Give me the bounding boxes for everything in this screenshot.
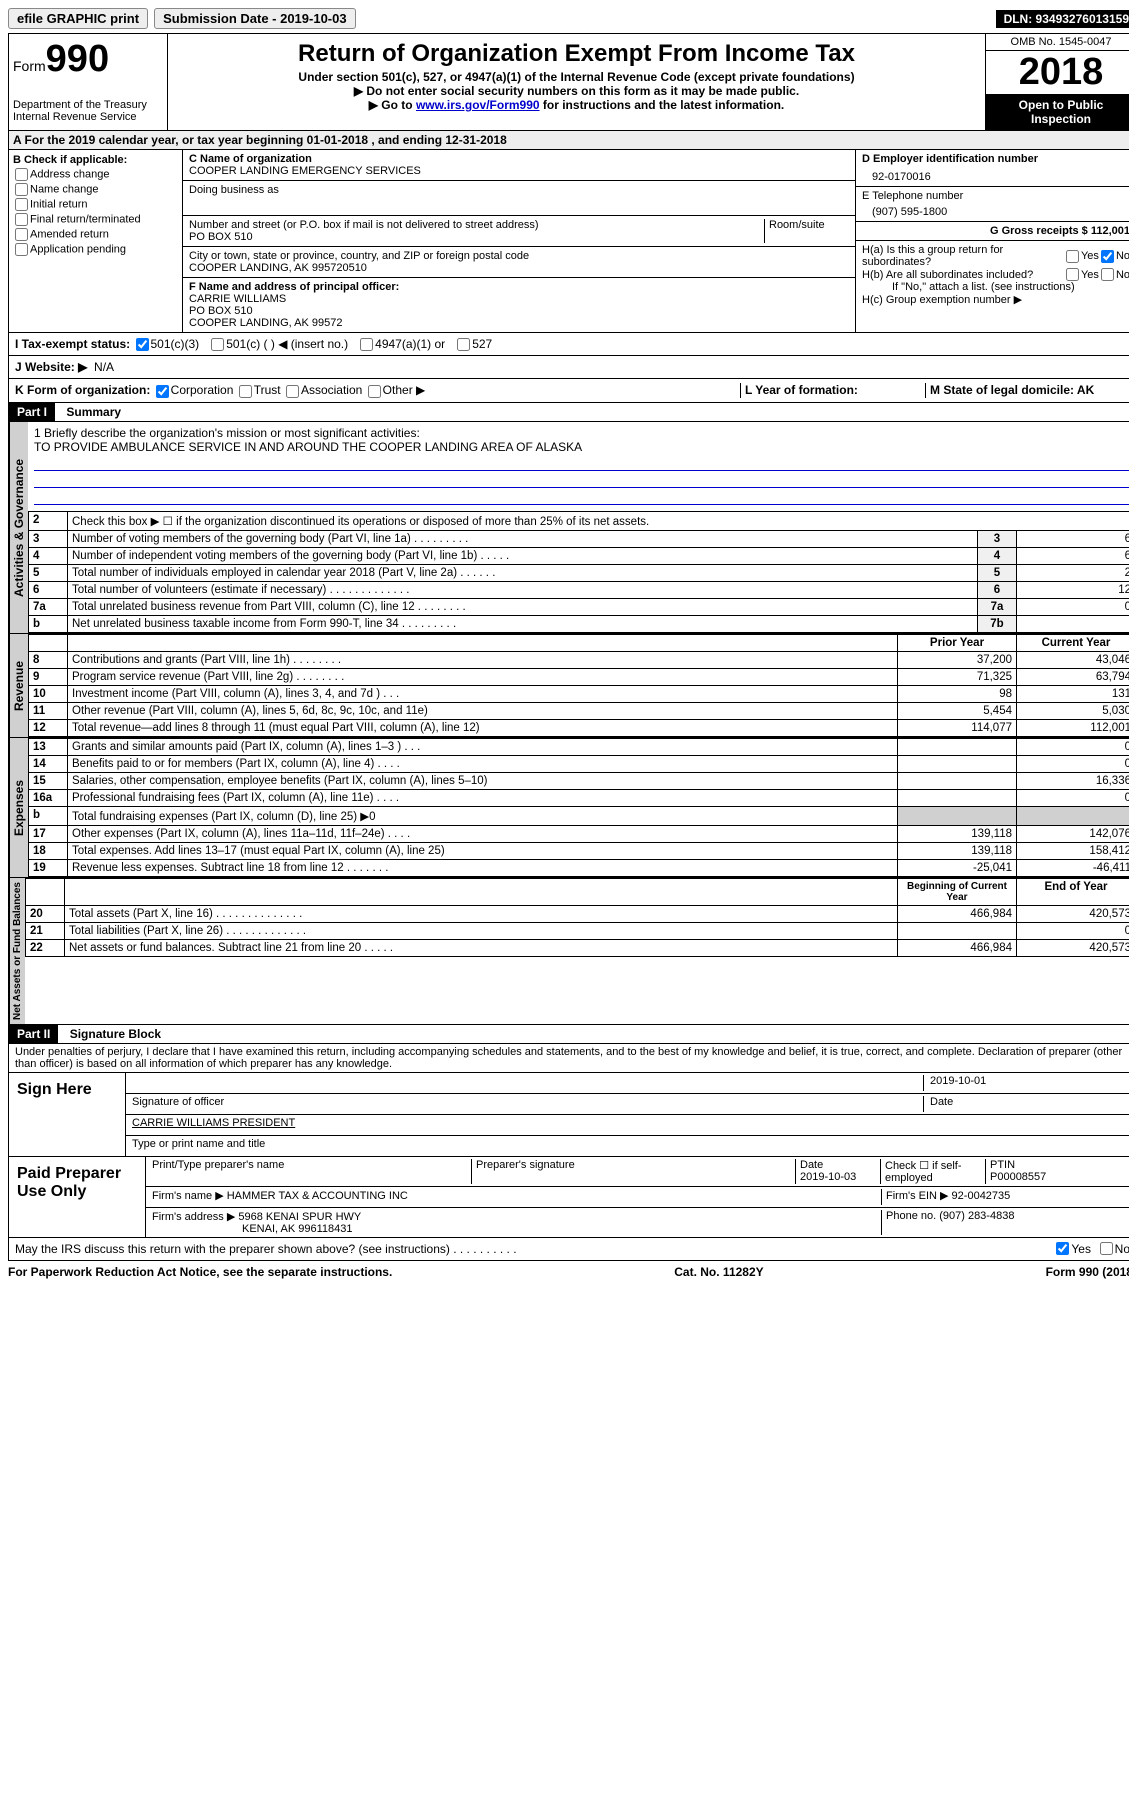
f-label: F Name and address of principal officer:	[189, 281, 849, 293]
officer-name: CARRIE WILLIAMS PRESIDENT	[126, 1115, 1129, 1136]
title: Return of Organization Exempt From Incom…	[176, 40, 977, 68]
pp-h1: Print/Type preparer's name	[152, 1159, 472, 1184]
hb: H(b) Are all subordinates included?	[862, 269, 1064, 281]
discuss: May the IRS discuss this return with the…	[15, 1242, 1054, 1256]
f-addr2: COOPER LANDING, AK 99572	[189, 317, 849, 329]
perjury: Under penalties of perjury, I declare th…	[8, 1044, 1129, 1073]
tax-status: I Tax-exempt status: 501(c)(3) 501(c) ( …	[8, 333, 1129, 356]
note1: ▶ Do not enter social security numbers o…	[176, 84, 977, 98]
section-exp: Expenses	[9, 738, 28, 877]
top-bar: efile GRAPHIC print Submission Date - 20…	[8, 8, 1129, 29]
cb-pending[interactable]	[15, 243, 28, 256]
mission-text: TO PROVIDE AMBULANCE SERVICE IN AND AROU…	[34, 440, 1129, 454]
sig-of: Signature of officer	[132, 1096, 923, 1112]
cb-4947[interactable]	[360, 338, 373, 351]
discuss-no[interactable]	[1100, 1242, 1113, 1255]
entity-info: B Check if applicable: Address change Na…	[8, 150, 1129, 333]
net-table: Beginning of Current YearEnd of Year20To…	[25, 878, 1129, 957]
firm-name: Firm's name ▶ HAMMER TAX & ACCOUNTING IN…	[152, 1189, 882, 1205]
omb: OMB No. 1545-0047	[986, 34, 1129, 51]
part1-title: Summary	[58, 405, 121, 419]
paid-label: Paid Preparer Use Only	[9, 1157, 145, 1237]
cb-address[interactable]	[15, 168, 28, 181]
cb-corp[interactable]	[156, 385, 169, 398]
dept: Department of the Treasury	[13, 99, 163, 111]
form-label: Form	[13, 58, 46, 74]
part2-title: Signature Block	[62, 1027, 161, 1041]
cb-initial[interactable]	[15, 198, 28, 211]
firm-phone: Phone no. (907) 283-4838	[882, 1210, 1129, 1235]
footer-left: For Paperwork Reduction Act Notice, see …	[8, 1265, 392, 1279]
mission-label: 1 Briefly describe the organization's mi…	[34, 426, 1129, 440]
footer-mid: Cat. No. 11282Y	[674, 1265, 763, 1279]
section-rev: Revenue	[9, 634, 28, 737]
form990-link[interactable]: www.irs.gov/Form990	[416, 98, 540, 112]
type-lbl: Type or print name and title	[126, 1136, 1129, 1156]
gross-receipts: G Gross receipts $ 112,001	[856, 222, 1129, 241]
cb-assoc[interactable]	[286, 385, 299, 398]
cb-name[interactable]	[15, 183, 28, 196]
ha-no[interactable]	[1101, 250, 1114, 263]
open-public: Open to Public Inspection	[986, 94, 1129, 130]
gov-table: 2Check this box ▶ ☐ if the organization …	[28, 511, 1129, 633]
section-gov: Activities & Governance	[9, 422, 28, 633]
e-label: E Telephone number	[862, 190, 1129, 202]
city-label: City or town, state or province, country…	[189, 250, 849, 262]
discuss-yes[interactable]	[1056, 1242, 1069, 1255]
ein: 92-0170016	[862, 165, 1129, 183]
note2b: for instructions and the latest informat…	[540, 98, 785, 112]
website-row: J Website: ▶ N/A	[8, 356, 1129, 379]
form-header: Form990 Department of the Treasury Inter…	[8, 33, 1129, 131]
cb-501c3[interactable]	[136, 338, 149, 351]
ha: H(a) Is this a group return for subordin…	[862, 244, 1064, 268]
street: PO BOX 510	[189, 231, 764, 243]
hb-yes[interactable]	[1066, 268, 1079, 281]
d-label: D Employer identification number	[862, 153, 1129, 165]
note2a: ▶ Go to	[369, 98, 416, 112]
cb-final[interactable]	[15, 213, 28, 226]
dba: Doing business as	[183, 181, 855, 216]
rev-table: Prior YearCurrent Year8Contributions and…	[28, 634, 1129, 737]
submission-btn[interactable]: Submission Date - 2019-10-03	[154, 8, 356, 29]
org-name: COOPER LANDING EMERGENCY SERVICES	[189, 165, 849, 177]
hb-note: If "No," attach a list. (see instruction…	[862, 281, 1129, 293]
part1-label: Part I	[9, 403, 55, 421]
efile-btn[interactable]: efile GRAPHIC print	[8, 8, 148, 29]
sign-date: 2019-10-01	[923, 1075, 1129, 1091]
subtitle: Under section 501(c), 527, or 4947(a)(1)…	[176, 70, 977, 84]
footer-right: Form 990 (2018)	[1046, 1265, 1129, 1279]
form-number: 990	[46, 38, 109, 80]
firm-ein: Firm's EIN ▶ 92-0042735	[882, 1189, 1129, 1205]
pp-h2: Preparer's signature	[472, 1159, 796, 1184]
pp-h4: Check ☐ if self-employed	[881, 1159, 986, 1184]
room: Room/suite	[764, 219, 849, 243]
cb-501c[interactable]	[211, 338, 224, 351]
city: COOPER LANDING, AK 995720510	[189, 262, 849, 274]
cb-527[interactable]	[457, 338, 470, 351]
cb-trust[interactable]	[239, 385, 252, 398]
street-label: Number and street (or P.O. box if mail i…	[189, 219, 764, 231]
sign-here: Sign Here	[9, 1073, 125, 1156]
date-lbl: Date	[923, 1096, 1129, 1112]
part2-label: Part II	[9, 1025, 58, 1043]
section-net: Net Assets or Fund Balances	[9, 878, 25, 1024]
tax-year: 2018	[986, 51, 1129, 94]
phone: (907) 595-1800	[862, 202, 1129, 218]
c-label: C Name of organization	[189, 153, 849, 165]
f-addr1: PO BOX 510	[189, 305, 849, 317]
hb-no[interactable]	[1101, 268, 1114, 281]
dln: DLN: 93493276013159	[996, 10, 1129, 28]
col-b-title: B Check if applicable:	[13, 154, 178, 166]
form-org-row: K Form of organization: Corporation Trus…	[8, 379, 1129, 402]
hc: H(c) Group exemption number ▶	[862, 293, 1129, 306]
cb-other[interactable]	[368, 385, 381, 398]
f-name: CARRIE WILLIAMS	[189, 293, 849, 305]
cb-amended[interactable]	[15, 228, 28, 241]
irs: Internal Revenue Service	[13, 111, 163, 123]
row-a: A For the 2019 calendar year, or tax yea…	[8, 131, 1129, 150]
exp-table: 13Grants and similar amounts paid (Part …	[28, 738, 1129, 877]
ha-yes[interactable]	[1066, 250, 1079, 263]
